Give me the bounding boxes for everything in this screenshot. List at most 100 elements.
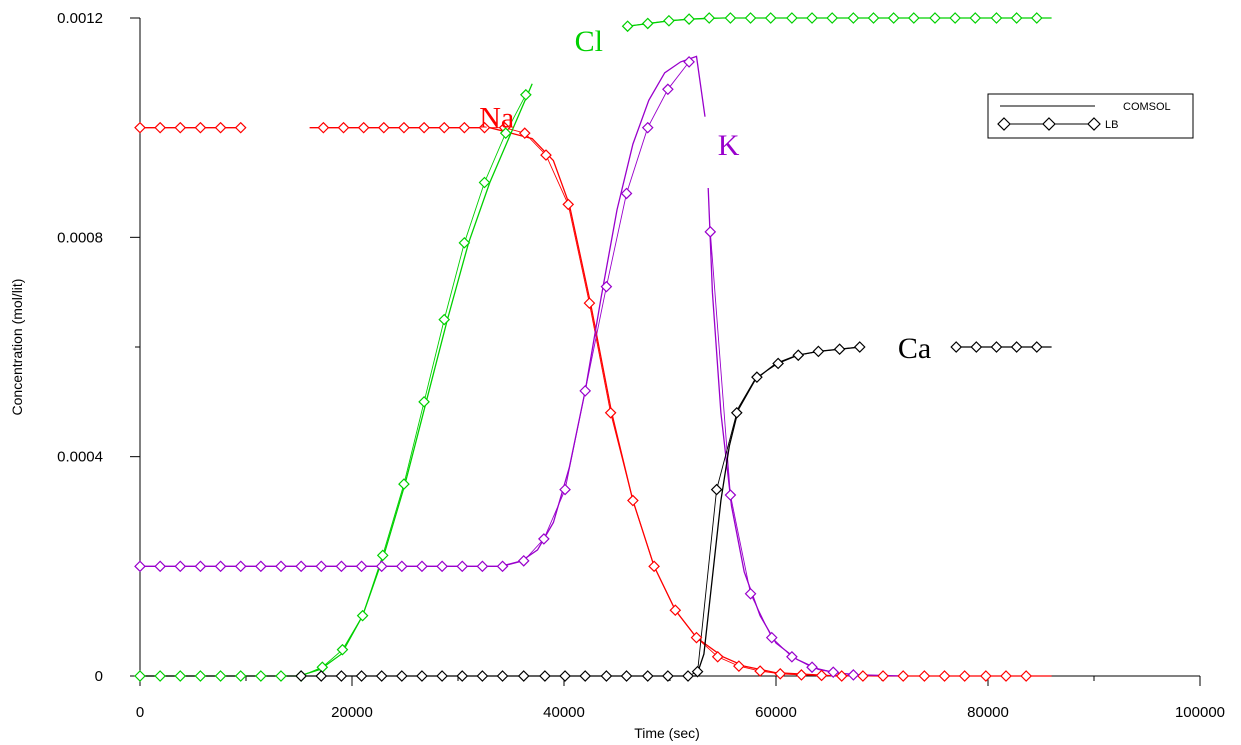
k-lb-point xyxy=(355,560,368,573)
na-lb-point xyxy=(857,670,869,682)
k-lb-point xyxy=(847,669,860,681)
ca-lb-point xyxy=(620,670,633,682)
k-comsol-line xyxy=(140,55,706,567)
k-lb-point xyxy=(174,560,187,573)
ca-lb-point xyxy=(295,670,307,682)
k-lb-point xyxy=(579,385,592,397)
k-lb-point xyxy=(395,560,408,573)
ca-lb-point xyxy=(315,670,328,682)
cl-lb-point xyxy=(969,12,982,24)
x-tick-label: 80000 xyxy=(967,704,1009,721)
k-lb-point xyxy=(806,661,818,674)
legend: COMSOL LB xyxy=(987,93,1194,139)
na-lb-point xyxy=(562,198,575,211)
na-lb-point xyxy=(669,604,682,617)
cl-lb-point xyxy=(356,609,369,622)
na-lb-point xyxy=(1020,670,1033,682)
cl-lb-line xyxy=(140,94,527,677)
cl-lb-point xyxy=(438,313,451,326)
k-lb-point xyxy=(827,666,840,679)
na-lb-point xyxy=(733,660,745,672)
k-lb-point xyxy=(295,560,307,573)
ca-lb-point xyxy=(853,341,866,353)
cl-lb-point xyxy=(519,88,532,101)
cl-lb-point xyxy=(398,478,410,490)
k-lb-point xyxy=(641,121,654,134)
na-lb-point xyxy=(478,121,491,134)
ca-lb-point xyxy=(375,670,388,682)
x-tick-label: 20000 xyxy=(331,704,373,721)
ca-lb-point xyxy=(1030,341,1043,353)
na-lb-point xyxy=(774,667,787,680)
k-lb-point xyxy=(538,533,550,545)
y-tick-label: 0.0004 xyxy=(57,449,103,466)
cl-lb-point xyxy=(744,12,757,24)
ca-lb-point xyxy=(1010,341,1023,353)
k-lb-point xyxy=(683,56,695,68)
cl-lb-point xyxy=(499,127,512,139)
ca-lb-point xyxy=(641,670,654,682)
k-lb-point xyxy=(375,560,388,573)
na-lb-point xyxy=(377,121,390,134)
cl-lb-point xyxy=(134,670,146,682)
x-tick-label: 0 xyxy=(136,704,144,721)
k-lb-point xyxy=(559,483,571,496)
cl-lb-point xyxy=(826,12,839,24)
cl-lb-point xyxy=(254,670,267,682)
na-lb-point xyxy=(835,670,848,682)
k-lb-point xyxy=(214,560,227,573)
na-lb-point xyxy=(357,121,370,134)
na-lb-point xyxy=(815,669,828,682)
k-lb-point xyxy=(315,560,328,573)
na-lb-point xyxy=(897,670,910,682)
na-lb-point xyxy=(690,631,703,644)
na-lb-point xyxy=(154,121,166,134)
ca-lb-point xyxy=(691,665,704,678)
x-axis-label: Time (sec) xyxy=(634,725,700,741)
ca-lb-point xyxy=(600,670,613,682)
k-lb-point xyxy=(704,226,717,238)
na-lb-point xyxy=(518,127,531,139)
na-lb-point xyxy=(627,494,639,507)
annotations-layer: Na Cl K Ca xyxy=(479,25,931,365)
ca-comsol-line xyxy=(140,346,861,677)
na-lb-point xyxy=(234,121,247,134)
x-tick-label: 100000 xyxy=(1175,704,1225,721)
cl-lb-point xyxy=(847,12,860,24)
k-lb-line xyxy=(140,61,690,567)
ca-lb-point xyxy=(682,670,694,682)
legend-box xyxy=(987,93,1194,139)
label-ca: Ca xyxy=(898,332,931,365)
na-lb-point xyxy=(980,670,992,682)
ca-lb-point xyxy=(833,343,846,356)
k-lb-point xyxy=(456,560,469,573)
ca-lb-point xyxy=(751,371,763,384)
ca-lb-point xyxy=(970,341,983,353)
cl-lb-point xyxy=(214,670,227,682)
na-lb-point xyxy=(918,670,931,682)
cl-lb-point xyxy=(887,12,900,24)
ca-lb-point xyxy=(476,670,489,682)
cl-lb-point xyxy=(336,643,349,656)
cl-lb-point xyxy=(949,12,961,24)
cl-lb-point xyxy=(663,14,675,27)
k-lb-point xyxy=(134,560,146,573)
cl-comsol-line xyxy=(140,83,533,677)
ca-lb-point xyxy=(950,341,963,353)
cl-lb-point xyxy=(1030,12,1043,24)
cl-lb-point xyxy=(683,13,695,25)
k-lb-line xyxy=(709,231,854,676)
ca-lb-point xyxy=(730,406,743,419)
na-lb-point xyxy=(540,149,552,161)
y-tick-label: 0 xyxy=(95,668,103,685)
cl-lb-point xyxy=(376,549,389,562)
label-na: Na xyxy=(479,102,514,135)
markers-layer xyxy=(134,12,1043,682)
na-lb-point xyxy=(583,297,596,309)
na-lb-point xyxy=(337,121,350,134)
ca-lb-point xyxy=(496,670,509,682)
k-lb-point xyxy=(416,560,428,573)
na-lb-point xyxy=(134,121,146,134)
cl-lb-point xyxy=(703,12,716,24)
